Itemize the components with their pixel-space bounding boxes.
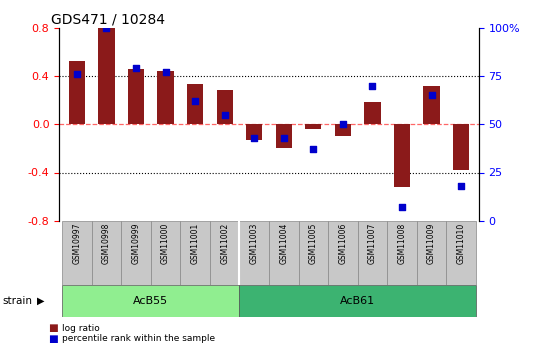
Text: ■: ■ bbox=[48, 334, 58, 344]
Point bbox=[132, 66, 140, 71]
Point bbox=[221, 112, 229, 117]
Bar bbox=[275, 124, 292, 148]
Bar bbox=[246, 124, 263, 140]
Point bbox=[338, 121, 347, 127]
Text: GSM10999: GSM10999 bbox=[131, 223, 140, 264]
Point bbox=[73, 71, 81, 77]
Text: GSM11001: GSM11001 bbox=[190, 223, 200, 264]
Bar bbox=[91, 221, 121, 285]
Point bbox=[191, 98, 200, 104]
Bar bbox=[239, 221, 269, 285]
Bar bbox=[364, 102, 380, 124]
Bar bbox=[269, 221, 299, 285]
Text: GSM11010: GSM11010 bbox=[457, 223, 465, 264]
Text: GSM11002: GSM11002 bbox=[220, 223, 229, 264]
Text: GSM10998: GSM10998 bbox=[102, 223, 111, 264]
Text: GSM11008: GSM11008 bbox=[398, 223, 407, 264]
Bar bbox=[423, 86, 440, 124]
Text: ■: ■ bbox=[48, 324, 58, 333]
Text: percentile rank within the sample: percentile rank within the sample bbox=[62, 334, 215, 343]
Bar bbox=[121, 221, 151, 285]
Text: GDS471 / 10284: GDS471 / 10284 bbox=[51, 12, 165, 27]
Bar bbox=[447, 221, 476, 285]
Bar bbox=[335, 124, 351, 136]
Text: GSM11006: GSM11006 bbox=[338, 223, 348, 264]
Bar bbox=[187, 84, 203, 124]
Bar bbox=[128, 69, 144, 124]
Bar bbox=[387, 221, 417, 285]
Point bbox=[457, 183, 465, 189]
Bar bbox=[216, 90, 233, 124]
Text: strain: strain bbox=[3, 296, 33, 306]
Point bbox=[250, 135, 259, 140]
Point bbox=[309, 147, 317, 152]
Bar bbox=[98, 28, 115, 124]
Bar bbox=[62, 285, 239, 317]
Text: GSM11004: GSM11004 bbox=[279, 223, 288, 264]
Point bbox=[398, 205, 406, 210]
Point bbox=[427, 92, 436, 98]
Point bbox=[368, 83, 377, 88]
Text: log ratio: log ratio bbox=[62, 324, 100, 333]
Bar bbox=[305, 124, 321, 129]
Point bbox=[102, 25, 111, 30]
Bar bbox=[151, 221, 180, 285]
Text: GSM11009: GSM11009 bbox=[427, 223, 436, 264]
Point bbox=[161, 69, 170, 75]
Bar bbox=[69, 61, 85, 124]
Text: ▶: ▶ bbox=[37, 296, 44, 306]
Bar bbox=[358, 221, 387, 285]
Text: GSM11000: GSM11000 bbox=[161, 223, 170, 264]
Bar bbox=[328, 221, 358, 285]
Bar bbox=[299, 221, 328, 285]
Bar bbox=[239, 285, 476, 317]
Text: GSM11007: GSM11007 bbox=[368, 223, 377, 264]
Bar bbox=[158, 71, 174, 124]
Text: AcB55: AcB55 bbox=[133, 296, 168, 306]
Bar bbox=[394, 124, 410, 187]
Bar bbox=[417, 221, 447, 285]
Bar bbox=[62, 221, 91, 285]
Text: GSM11005: GSM11005 bbox=[309, 223, 318, 264]
Bar bbox=[453, 124, 469, 170]
Text: GSM10997: GSM10997 bbox=[73, 223, 81, 264]
Bar bbox=[210, 221, 239, 285]
Text: GSM11003: GSM11003 bbox=[250, 223, 259, 264]
Text: AcB61: AcB61 bbox=[340, 296, 375, 306]
Bar bbox=[180, 221, 210, 285]
Point bbox=[279, 135, 288, 140]
